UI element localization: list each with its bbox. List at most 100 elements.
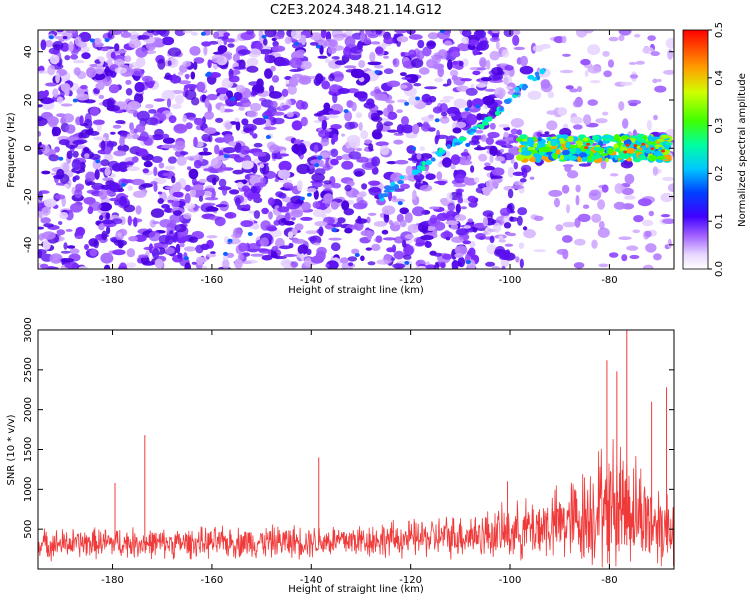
spectrogram-blob xyxy=(513,30,521,35)
spectrogram-blob xyxy=(371,243,381,251)
spectrogram-blob xyxy=(233,91,243,101)
spectrogram-blob xyxy=(211,54,224,64)
spectrogram-blob xyxy=(263,115,269,120)
spectrogram-blob xyxy=(371,129,382,140)
spectrogram-blob xyxy=(351,101,357,112)
spectrogram-blob xyxy=(569,88,579,93)
spectrogram-blob xyxy=(583,114,592,125)
spectrogram-blob xyxy=(491,266,501,269)
spectrogram-blob xyxy=(480,134,487,142)
spectrogram-blob xyxy=(309,42,319,46)
spectrogram-blob xyxy=(94,37,102,45)
spectrogram-blob xyxy=(65,209,74,221)
spectrogram-band-blob xyxy=(532,153,540,158)
spectrogram-band-blob xyxy=(613,134,621,141)
spectrogram-blob xyxy=(93,136,106,141)
spectrogram-blob xyxy=(461,30,472,38)
spectrogram-blob xyxy=(495,156,505,162)
spectrogram-blob xyxy=(624,173,635,185)
spectrogram-band-blob xyxy=(569,148,577,153)
spectrogram-blob xyxy=(182,60,192,67)
spectrogram-blob xyxy=(325,115,339,119)
spectrogram-blob xyxy=(387,111,398,121)
spectrogram-blob xyxy=(484,88,496,92)
spectrogram-streak-blob xyxy=(513,92,521,96)
spectrogram-blob xyxy=(392,263,406,269)
spectrogram-blob xyxy=(204,187,216,192)
spectrogram-blob xyxy=(66,150,73,160)
spectrogram-blob xyxy=(393,250,405,260)
spectrogram-blob xyxy=(516,129,523,136)
spectrogram-blob xyxy=(101,219,115,225)
spectrogram-blob xyxy=(367,33,379,39)
spectrogram-blob xyxy=(547,91,555,99)
spectrogram-blob xyxy=(393,221,400,226)
spectrogram-streak-blob xyxy=(421,160,426,166)
spectrogram-band-blob xyxy=(587,155,592,162)
spectrogram-blob xyxy=(472,70,481,76)
spectrogram-blob xyxy=(347,88,359,94)
spectrogram-blob xyxy=(191,261,197,265)
spectrogram-blob xyxy=(588,189,602,201)
spectrogram-blob xyxy=(501,49,510,58)
spectrogram-blob xyxy=(44,40,54,48)
spectrogram-blob xyxy=(379,212,385,218)
spectrogram-blob xyxy=(515,256,520,263)
spectrogram-band-peak xyxy=(584,146,589,150)
spectrogram-blob xyxy=(286,111,294,118)
spectrogram-blob xyxy=(185,122,193,130)
spectrogram-streak-blob xyxy=(514,86,520,92)
spectrogram-blob xyxy=(184,89,197,101)
spectrogram-blob xyxy=(235,121,241,131)
spectrogram-blob xyxy=(172,191,184,198)
spectrogram-blob xyxy=(72,176,77,183)
spectrogram-blob xyxy=(118,195,127,207)
spectrogram-blob xyxy=(405,234,414,240)
spectrogram-blob xyxy=(200,31,206,36)
spectrogram-blob xyxy=(519,55,529,67)
spectrogram-blob xyxy=(553,36,565,44)
spectrogram-blob xyxy=(158,234,170,245)
spectrogram-blob xyxy=(279,245,292,250)
spectrogram-blob xyxy=(642,264,654,269)
spectrogram-streak-blob xyxy=(446,144,451,149)
spectrogram-blob xyxy=(281,88,289,97)
spectrogram-blob xyxy=(392,58,397,65)
spectrogram-blob xyxy=(366,98,375,106)
spectrogram-blob xyxy=(270,100,278,108)
spectrogram-blob xyxy=(350,68,365,79)
spectrogram-blob xyxy=(68,41,74,52)
spectrogram-blob xyxy=(177,252,183,259)
spectrogram-blob xyxy=(172,235,178,243)
spectrogram-blob xyxy=(400,52,406,57)
spectrogram-band-blob xyxy=(636,137,644,142)
spectrogram-blob xyxy=(174,140,186,151)
spectrogram-blob xyxy=(577,213,591,223)
spectrogram-blob xyxy=(349,46,363,54)
spectrogram-blob xyxy=(51,126,57,137)
spectrogram-streak-blob xyxy=(466,130,472,134)
spectrogram-blob xyxy=(478,153,488,162)
spectrogram-blob xyxy=(203,45,208,56)
spectrogram-blob xyxy=(274,178,280,182)
spectrogram-blob xyxy=(328,74,335,82)
spectrogram-blob xyxy=(371,116,383,122)
spectrogram-blob xyxy=(259,163,265,168)
spectrogram-blob xyxy=(86,181,96,186)
spectrogram-blob xyxy=(223,95,228,100)
spectrogram-blob xyxy=(230,96,236,101)
spectrogram-blob xyxy=(341,133,346,137)
spectrogram-blob xyxy=(383,107,389,117)
spectrogram-band-blob xyxy=(527,137,534,143)
spectrogram-blob xyxy=(339,257,349,264)
spectrogram-blob xyxy=(412,123,420,135)
spectrogram-blob xyxy=(164,247,175,255)
spectrogram-band-blob xyxy=(645,149,650,154)
spectrogram-blob xyxy=(546,120,558,131)
spectrogram-blob xyxy=(653,114,658,121)
spectrogram-blob xyxy=(464,107,470,112)
spectrogram-blob xyxy=(183,246,196,252)
spectrogram-blob xyxy=(203,127,217,135)
spectrogram-blob xyxy=(92,185,102,191)
spectrogram-blob xyxy=(107,160,120,169)
